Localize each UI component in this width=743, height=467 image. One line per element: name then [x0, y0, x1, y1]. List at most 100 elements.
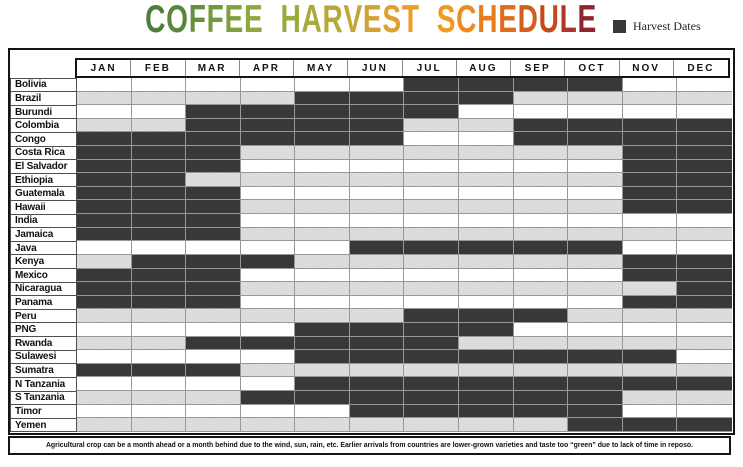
empty-cell-india-apr — [240, 214, 296, 228]
country-label: Mexico — [10, 268, 77, 283]
harvest-cell-burundi-apr — [240, 105, 296, 119]
empty-cell-jamaica-dec — [677, 227, 732, 242]
empty-cell-peru-apr — [240, 309, 296, 323]
harvest-cell-hawaii-dec — [677, 200, 732, 215]
empty-cell-bolivia-may — [295, 78, 350, 92]
empty-cell-brazil-dec — [677, 91, 732, 106]
empty-cell-sumatra-jun — [349, 363, 405, 378]
empty-cell-burundi-oct — [568, 105, 623, 119]
empty-cell-mexico-apr — [240, 268, 296, 283]
empty-cell-mexico-jul — [404, 268, 460, 283]
empty-cell-nicaragua-oct — [568, 282, 623, 296]
harvest-cell-s-tanzania-jul — [404, 391, 460, 405]
harvest-cell-kenya-nov — [622, 254, 678, 269]
title-letter: T — [401, 0, 420, 41]
harvest-cell-colombia-mar — [186, 118, 241, 133]
empty-cell-kenya-oct — [568, 254, 623, 269]
title-letter: R — [322, 0, 344, 41]
harvest-cell-burundi-mar — [186, 105, 241, 119]
harvest-cell-sulawesi-sep — [513, 350, 569, 364]
harvest-cell-peru-jul — [404, 309, 460, 323]
harvest-cell-congo-jan — [77, 132, 132, 147]
table-row-rwanda: Rwanda — [10, 336, 732, 351]
legend: Harvest Dates — [613, 19, 701, 34]
harvest-cell-bolivia-aug — [459, 78, 514, 92]
empty-cell-sumatra-may — [295, 363, 350, 378]
harvest-cell-congo-dec — [677, 132, 732, 147]
empty-cell-timor-nov — [622, 404, 678, 419]
empty-cell-guatemala-aug — [459, 186, 514, 201]
harvest-cell-n-tanzania-nov — [622, 377, 678, 392]
harvest-cell-congo-feb — [131, 132, 187, 147]
empty-cell-yemen-aug — [459, 418, 514, 432]
harvest-cell-mexico-dec — [677, 268, 732, 283]
empty-cell-el-salvador-sep — [513, 159, 569, 174]
harvest-cell-yemen-nov — [622, 418, 678, 432]
harvest-cell-sumatra-mar — [186, 363, 241, 378]
harvest-dates-swatch-icon — [613, 20, 626, 33]
harvest-cell-rwanda-may — [295, 336, 350, 351]
harvest-cell-n-tanzania-jun — [349, 377, 405, 392]
empty-cell-png-jan — [77, 322, 132, 337]
empty-cell-kenya-jan — [77, 254, 132, 269]
harvest-cell-peru-aug — [459, 309, 514, 323]
harvest-cell-png-may — [295, 322, 350, 337]
harvest-cell-png-jul — [404, 322, 460, 337]
empty-cell-el-salvador-jul — [404, 159, 460, 174]
empty-cell-brazil-apr — [240, 91, 296, 106]
empty-cell-guatemala-sep — [513, 186, 569, 201]
month-header-jun: JUN — [348, 60, 403, 76]
empty-cell-s-tanzania-jan — [77, 391, 132, 405]
empty-cell-bolivia-apr — [240, 78, 296, 92]
empty-cell-nicaragua-may — [295, 282, 350, 296]
empty-cell-rwanda-jan — [77, 336, 132, 351]
title-letter: F — [206, 0, 225, 41]
table-row-jamaica: Jamaica — [10, 227, 732, 242]
empty-cell-jamaica-jul — [404, 227, 460, 242]
empty-cell-burundi-aug — [459, 105, 514, 119]
empty-cell-kenya-sep — [513, 254, 569, 269]
empty-cell-java-jan — [77, 241, 132, 255]
table-row-timor: Timor — [10, 404, 732, 419]
harvest-cell-burundi-jul — [404, 105, 460, 119]
table-row-guatemala: Guatemala — [10, 186, 732, 201]
harvest-cell-yemen-oct — [568, 418, 623, 432]
country-label: Kenya — [10, 254, 77, 270]
empty-cell-guatemala-jun — [349, 186, 405, 201]
empty-cell-jamaica-oct — [568, 227, 623, 242]
harvest-cell-timor-jul — [404, 404, 460, 419]
empty-cell-panama-apr — [240, 295, 296, 310]
country-label: Congo — [10, 131, 77, 147]
empty-cell-ethiopia-apr — [240, 173, 296, 187]
month-header-aug: AUG — [457, 60, 511, 76]
empty-cell-congo-jul — [404, 132, 460, 147]
harvest-cell-n-tanzania-jul — [404, 377, 460, 392]
title-letter: H — [280, 0, 302, 41]
empty-cell-mexico-jun — [349, 268, 405, 283]
empty-cell-costa-rica-aug — [459, 146, 514, 160]
empty-cell-nicaragua-jun — [349, 282, 405, 296]
harvest-cell-sulawesi-jul — [404, 350, 460, 364]
table-row-java: Java — [10, 240, 732, 256]
harvest-cell-brazil-jul — [404, 91, 460, 106]
empty-cell-india-dec — [677, 214, 732, 228]
empty-cell-sumatra-sep — [513, 363, 569, 378]
harvest-cell-sumatra-jan — [77, 363, 132, 378]
empty-cell-yemen-jan — [77, 418, 132, 432]
harvest-cell-java-sep — [513, 241, 569, 255]
harvest-cell-guatemala-nov — [622, 186, 678, 201]
table-row-panama: Panama — [10, 295, 732, 310]
empty-cell-guatemala-oct — [568, 186, 623, 201]
empty-cell-bolivia-dec — [677, 78, 732, 92]
harvest-cell-bolivia-sep — [513, 78, 569, 92]
empty-cell-png-oct — [568, 322, 623, 337]
harvest-cell-timor-oct — [568, 404, 623, 419]
empty-cell-nicaragua-jul — [404, 282, 460, 296]
empty-cell-ethiopia-jul — [404, 173, 460, 187]
harvest-cell-s-tanzania-aug — [459, 391, 514, 405]
empty-cell-hawaii-may — [295, 200, 350, 215]
empty-cell-sulawesi-dec — [677, 350, 732, 364]
harvest-cell-costa-rica-jan — [77, 146, 132, 160]
empty-cell-timor-mar — [186, 404, 241, 419]
empty-cell-s-tanzania-nov — [622, 391, 678, 405]
